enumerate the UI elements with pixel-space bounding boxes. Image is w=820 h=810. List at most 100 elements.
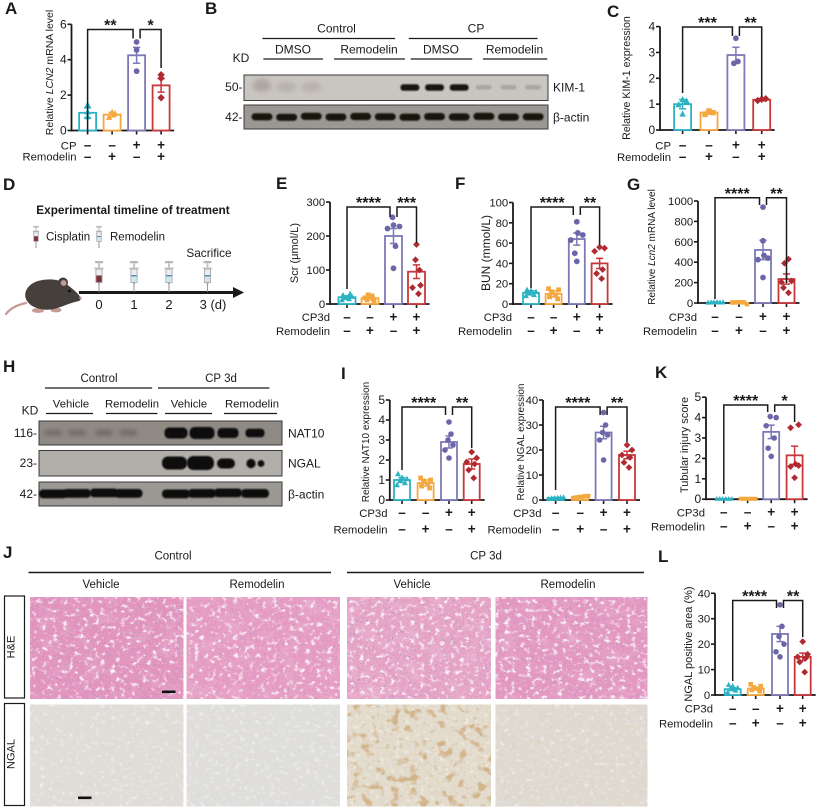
- svg-text:Relative Lcn2 mRNA level: Relative Lcn2 mRNA level: [647, 189, 658, 305]
- svg-text:800: 800: [674, 216, 693, 228]
- svg-text:–: –: [711, 309, 719, 324]
- svg-text:4: 4: [378, 413, 385, 427]
- svg-text:***: ***: [397, 195, 416, 212]
- svg-text:+: +: [600, 505, 608, 520]
- svg-text:1: 1: [649, 97, 656, 111]
- svg-text:–: –: [84, 138, 92, 153]
- svg-text:Remodelin: Remodelin: [333, 524, 387, 536]
- svg-text:Vehicle: Vehicle: [171, 399, 207, 411]
- svg-text:2: 2: [378, 453, 385, 467]
- svg-text:40: 40: [698, 588, 711, 600]
- svg-text:3: 3: [695, 431, 702, 445]
- svg-text:0: 0: [60, 124, 67, 138]
- svg-text:+: +: [623, 505, 631, 520]
- svg-text:600: 600: [674, 237, 693, 249]
- svg-text:BUN (mmol/L): BUN (mmol/L): [479, 215, 493, 291]
- svg-text:+: +: [758, 138, 766, 153]
- svg-text:NAT10: NAT10: [288, 427, 325, 441]
- svg-text:B: B: [205, 0, 217, 18]
- svg-text:+: +: [108, 149, 116, 164]
- svg-text:23-: 23-: [20, 456, 37, 470]
- svg-text:–: –: [759, 323, 767, 338]
- svg-text:30: 30: [526, 420, 539, 432]
- svg-text:–: –: [390, 323, 398, 338]
- svg-text:5: 5: [378, 393, 385, 407]
- svg-text:–: –: [552, 522, 560, 537]
- svg-text:400: 400: [674, 257, 693, 269]
- svg-text:–: –: [398, 522, 406, 537]
- svg-text:–: –: [720, 505, 728, 520]
- svg-text:+: +: [705, 149, 713, 164]
- svg-text:–: –: [679, 138, 687, 153]
- svg-text:Control: Control: [317, 22, 356, 36]
- svg-text:–: –: [527, 309, 535, 324]
- svg-text:+: +: [767, 505, 775, 520]
- svg-text:–: –: [552, 505, 560, 520]
- svg-text:42-: 42-: [20, 487, 37, 501]
- svg-text:+: +: [157, 138, 165, 153]
- svg-text:–: –: [576, 505, 584, 520]
- svg-text:1: 1: [695, 472, 702, 486]
- svg-text:CP3d: CP3d: [359, 508, 387, 520]
- svg-text:+: +: [759, 309, 767, 324]
- svg-text:K: K: [655, 363, 668, 382]
- svg-text:0: 0: [687, 298, 693, 310]
- svg-text:+: +: [623, 522, 631, 537]
- svg-text:CP3d: CP3d: [677, 508, 705, 520]
- svg-text:–: –: [398, 505, 406, 520]
- svg-text:Relative NGAL expression: Relative NGAL expression: [516, 384, 527, 501]
- svg-text:A: A: [5, 0, 17, 18]
- svg-text:2: 2: [60, 88, 67, 102]
- svg-text:CP 3d: CP 3d: [470, 551, 502, 563]
- svg-text:–: –: [752, 701, 760, 716]
- svg-text:–: –: [729, 715, 737, 730]
- svg-text:10: 10: [698, 665, 711, 677]
- svg-text:Remodelin: Remodelin: [340, 43, 397, 57]
- svg-text:–: –: [767, 519, 775, 534]
- svg-text:CP3d: CP3d: [484, 312, 512, 324]
- svg-text:****: ****: [540, 195, 566, 212]
- svg-text:200: 200: [306, 231, 325, 243]
- svg-text:–: –: [445, 522, 453, 537]
- svg-text:Relative LCN2 mRNA level: Relative LCN2 mRNA level: [44, 10, 56, 135]
- svg-text:*: *: [147, 18, 154, 35]
- svg-text:–: –: [732, 149, 740, 164]
- svg-text:**: **: [744, 15, 757, 32]
- svg-text:200: 200: [674, 278, 693, 290]
- svg-text:KIM-1: KIM-1: [553, 81, 585, 95]
- svg-text:–: –: [744, 505, 752, 520]
- svg-text:116-: 116-: [14, 426, 37, 440]
- svg-text:+: +: [468, 522, 476, 537]
- svg-text:**: **: [611, 395, 624, 412]
- svg-text:Remodelin: Remodelin: [643, 326, 697, 338]
- svg-text:300: 300: [306, 197, 325, 209]
- svg-text:–: –: [720, 519, 728, 534]
- svg-text:+: +: [799, 715, 807, 730]
- svg-text:Vehicle: Vehicle: [53, 399, 89, 411]
- svg-text:NGAL: NGAL: [288, 457, 321, 471]
- svg-text:30: 30: [698, 614, 711, 626]
- svg-text:20: 20: [526, 445, 539, 457]
- svg-text:+: +: [573, 309, 581, 324]
- svg-text:CP: CP: [61, 140, 77, 152]
- svg-text:CP 3d: CP 3d: [205, 373, 237, 385]
- svg-text:2: 2: [165, 297, 172, 312]
- svg-text:0: 0: [95, 297, 102, 312]
- svg-text:–: –: [84, 149, 92, 164]
- svg-text:+: +: [468, 505, 476, 520]
- svg-text:–: –: [776, 715, 784, 730]
- svg-text:Sacrifice: Sacrifice: [186, 246, 232, 260]
- svg-text:+: +: [776, 701, 784, 716]
- svg-text:DMSO: DMSO: [423, 43, 459, 57]
- svg-text:CP3d: CP3d: [685, 704, 713, 716]
- svg-text:CP3d: CP3d: [302, 312, 330, 324]
- svg-text:**: **: [770, 186, 783, 203]
- svg-text:+: +: [390, 309, 398, 324]
- svg-text:2: 2: [649, 71, 656, 85]
- svg-text:6: 6: [60, 17, 67, 31]
- svg-text:100: 100: [489, 198, 508, 210]
- svg-text:3: 3: [378, 433, 385, 447]
- svg-text:***: ***: [698, 15, 717, 32]
- svg-text:3 (d): 3 (d): [200, 297, 227, 312]
- svg-text:+: +: [735, 323, 743, 338]
